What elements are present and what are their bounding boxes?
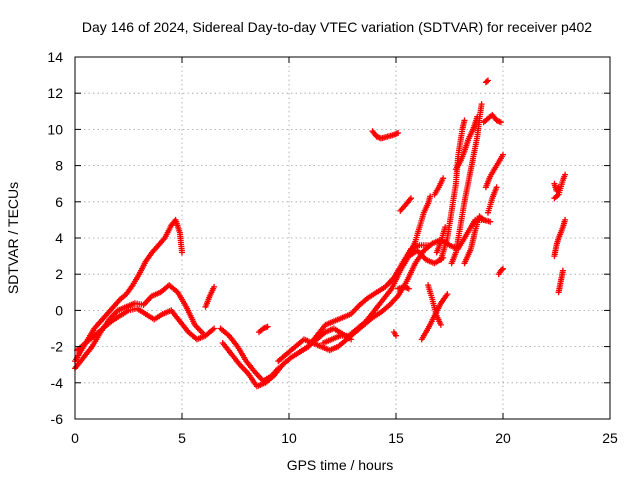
- axis-ticks: 0 5 10 15 20 25 -6 -4 -2 0 2 4 6 8 10 12 14: [47, 49, 618, 446]
- data-point: [562, 216, 569, 223]
- data-point: [487, 218, 494, 225]
- x-tick-label: 15: [388, 430, 404, 446]
- data-point: [179, 249, 185, 256]
- data-point: [484, 78, 490, 85]
- grid: [75, 57, 610, 419]
- data-point: [562, 171, 569, 178]
- y-tick-label: 6: [55, 194, 63, 210]
- x-tick-label: 5: [178, 430, 186, 446]
- data-point: [440, 175, 447, 182]
- data-point: [474, 113, 481, 120]
- data-point: [405, 285, 412, 292]
- data-point: [493, 184, 500, 191]
- data-point: [211, 283, 218, 290]
- data-points: [72, 77, 569, 390]
- data-point: [480, 216, 487, 223]
- data-point: [427, 193, 434, 200]
- y-tick-label: -2: [51, 339, 64, 355]
- data-point: [461, 117, 468, 124]
- data-point: [485, 77, 491, 84]
- data-point: [478, 101, 485, 108]
- x-axis-label: GPS time / hours: [287, 457, 394, 473]
- y-tick-label: -4: [51, 375, 64, 391]
- data-point: [395, 130, 402, 136]
- data-point: [393, 332, 399, 339]
- y-tick-label: 10: [47, 121, 63, 137]
- y-tick-label: 2: [55, 266, 63, 282]
- data-point: [406, 196, 413, 203]
- chart-title: Day 146 of 2024, Sidereal Day-to-day VTE…: [82, 19, 592, 35]
- data-point: [211, 325, 218, 332]
- y-tick-label: 14: [47, 49, 63, 65]
- y-tick-label: 0: [55, 302, 63, 318]
- y-axis-label: SDTVAR / TECUs: [5, 182, 21, 294]
- x-tick-label: 0: [71, 430, 79, 446]
- data-point: [264, 323, 271, 330]
- data-point: [500, 265, 506, 272]
- x-tick-label: 20: [495, 430, 511, 446]
- y-tick-label: 4: [55, 230, 63, 246]
- data-point: [500, 151, 506, 158]
- data-point: [408, 195, 414, 202]
- y-tick-label: -6: [51, 411, 64, 427]
- y-tick-label: 12: [47, 85, 63, 101]
- data-point: [559, 267, 566, 274]
- data-point: [425, 242, 432, 249]
- data-point: [444, 291, 451, 298]
- data-point: [437, 321, 444, 328]
- data-point: [498, 266, 505, 273]
- y-tick-label: 8: [55, 158, 63, 174]
- x-tick-label: 25: [602, 430, 618, 446]
- data-point: [497, 119, 504, 126]
- x-tick-label: 10: [281, 430, 297, 446]
